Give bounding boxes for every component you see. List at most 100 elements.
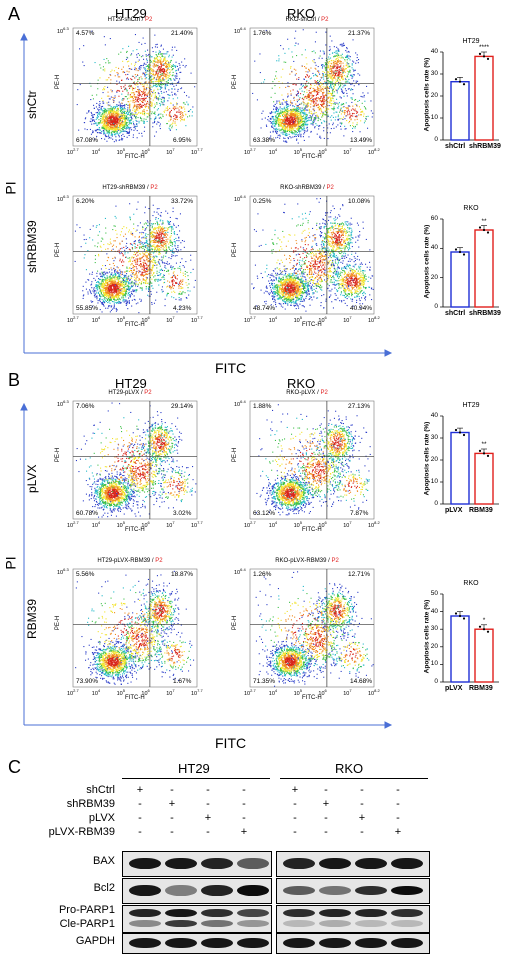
x-tick-label: 104 <box>91 520 101 529</box>
x-tick-label: 108.2 <box>368 147 380 156</box>
blot-band <box>319 938 351 948</box>
condition-sign: - <box>206 784 210 796</box>
condition-sign: + <box>240 826 248 838</box>
wb-group-header-ht29: HT29 <box>178 761 210 776</box>
bar-chart-svg <box>440 593 499 683</box>
x-tick-label: 105 <box>116 688 125 697</box>
flow-plot-ht29-plvx: HT29-pLVX / P2 7.06% 29.14% 60.78% 3.02% 102.… <box>55 390 205 538</box>
bar-chart-title: HT29 <box>462 38 480 45</box>
bar-chart-svg <box>440 415 499 505</box>
x-tick-label: 105 <box>293 315 302 324</box>
blot-band <box>283 858 315 869</box>
bar-y-tick: 40 <box>430 48 438 55</box>
blot-band <box>129 858 161 869</box>
bar-category-label: shCtrl <box>445 143 466 150</box>
panel-b-x-axis-title: FITC <box>215 735 247 751</box>
bar-y-tick: 30 <box>430 625 438 633</box>
condition-sign: - <box>324 812 328 824</box>
y-axis-name: PE-H <box>232 447 239 463</box>
condition-sign: - <box>396 812 400 824</box>
quadrant-value: 55.85% <box>76 305 99 312</box>
y-axis-name: PE-H <box>232 615 239 631</box>
bar-category-label: pLVX <box>445 507 463 514</box>
bar-category-label: RBM39 <box>469 507 493 514</box>
x-tick-label: 107.7 <box>191 147 203 156</box>
x-tick-label: 107 <box>166 520 175 529</box>
blot-band <box>237 858 269 869</box>
x-tick-label: 104 <box>91 147 101 156</box>
condition-sign: - <box>396 798 400 810</box>
x-tick-label: 107 <box>166 688 175 697</box>
condition-label: pLVX-RBM39 <box>48 826 115 838</box>
x-tick-label: 102.7 <box>244 520 256 529</box>
quadrant-value: 63.12% <box>253 510 276 517</box>
x-tick-label: 106 <box>318 520 327 529</box>
condition-sign: - <box>293 798 297 810</box>
blot-band <box>165 885 197 896</box>
gate-label: P2 <box>155 558 163 564</box>
condition-sign: - <box>170 826 174 838</box>
quadrant-value: 40.94% <box>350 305 373 312</box>
condition-sign: - <box>242 798 246 810</box>
quadrant-value: 33.72% <box>171 198 194 205</box>
bar-y-tick: 30 <box>430 434 438 441</box>
quadrant-value: 0.25% <box>253 198 272 205</box>
flow-plot-title: RKO-pLVX / P2 <box>286 390 328 396</box>
x-axis-name: FITC-H <box>302 154 322 160</box>
quadrant-value: 73.90% <box>76 678 99 685</box>
x-tick-label: 104 <box>268 688 278 697</box>
bar-y-tick: 10 <box>430 478 438 485</box>
panel-b-letter: B <box>8 370 21 390</box>
panel-a-col-header-ht29: HT29 <box>115 6 147 21</box>
x-tick-label: 102.7 <box>244 315 256 324</box>
blot-band <box>237 885 269 896</box>
flow-plot-rko-plvx-rbm39: RKO-pLVX-RBM39 / P2 1.26% 12.71% 71.35% 14.6… <box>232 558 382 706</box>
flow-scatter <box>249 27 375 147</box>
quadrant-value: 21.40% <box>171 30 194 37</box>
x-tick-label: 104 <box>268 520 278 529</box>
quadrant-value: 27.13% <box>348 403 371 410</box>
gate-label: P2 <box>145 17 153 23</box>
x-tick-label: 107 <box>343 520 352 529</box>
x-axis-name: FITC-H <box>302 322 322 328</box>
x-tick-label: 105 <box>293 688 302 697</box>
significance-mark: **** <box>478 44 490 52</box>
gate-label: P2 <box>150 185 158 191</box>
blot-band <box>201 938 233 948</box>
panel-b-row-label-2: RBM39 <box>25 598 39 639</box>
condition-sign: - <box>138 812 142 824</box>
quadrant-value: 29.14% <box>171 403 194 410</box>
blot-band <box>283 938 315 948</box>
condition-label: shRBM39 <box>66 798 115 810</box>
quadrant-value: 14.68% <box>350 678 373 685</box>
blot-band <box>129 885 161 896</box>
blot-band <box>355 938 387 948</box>
condition-sign: - <box>206 826 210 838</box>
x-tick-label: 104 <box>91 688 101 697</box>
quadrant-value: 4.57% <box>76 30 95 37</box>
y-axis-name: PE-H <box>55 242 62 258</box>
bar-y-tick: 20 <box>430 92 438 99</box>
y-axis-name: PE-H <box>55 447 62 463</box>
x-tick-label: 107 <box>343 315 352 324</box>
quadrant-value: 1.76% <box>253 30 272 37</box>
x-tick-label: 102.7 <box>244 688 256 697</box>
flow-plot-title: RKO-pLVX-RBM39 / P2 <box>275 558 339 564</box>
y-tick-label: 106.4 <box>234 194 246 203</box>
blot-parp1-ht29 <box>122 905 272 933</box>
significance-mark: ** <box>481 441 487 449</box>
condition-sign: + <box>358 812 366 824</box>
x-tick-label: 104 <box>91 315 101 324</box>
condition-sign: - <box>360 798 364 810</box>
blot-band <box>201 885 233 896</box>
quadrant-value: 63.38% <box>253 137 276 144</box>
condition-sign: - <box>170 784 174 796</box>
blot-bcl2-rko <box>276 878 430 904</box>
bar-y-tick: 30 <box>430 70 438 77</box>
flow-scatter <box>72 195 198 315</box>
condition-sign: + <box>322 798 330 810</box>
flow-plot-title: HT29-pLVX / P2 <box>108 390 152 396</box>
blot-bax-rko <box>276 851 430 877</box>
x-axis-name: FITC-H <box>302 527 322 533</box>
blot-band <box>283 886 315 895</box>
